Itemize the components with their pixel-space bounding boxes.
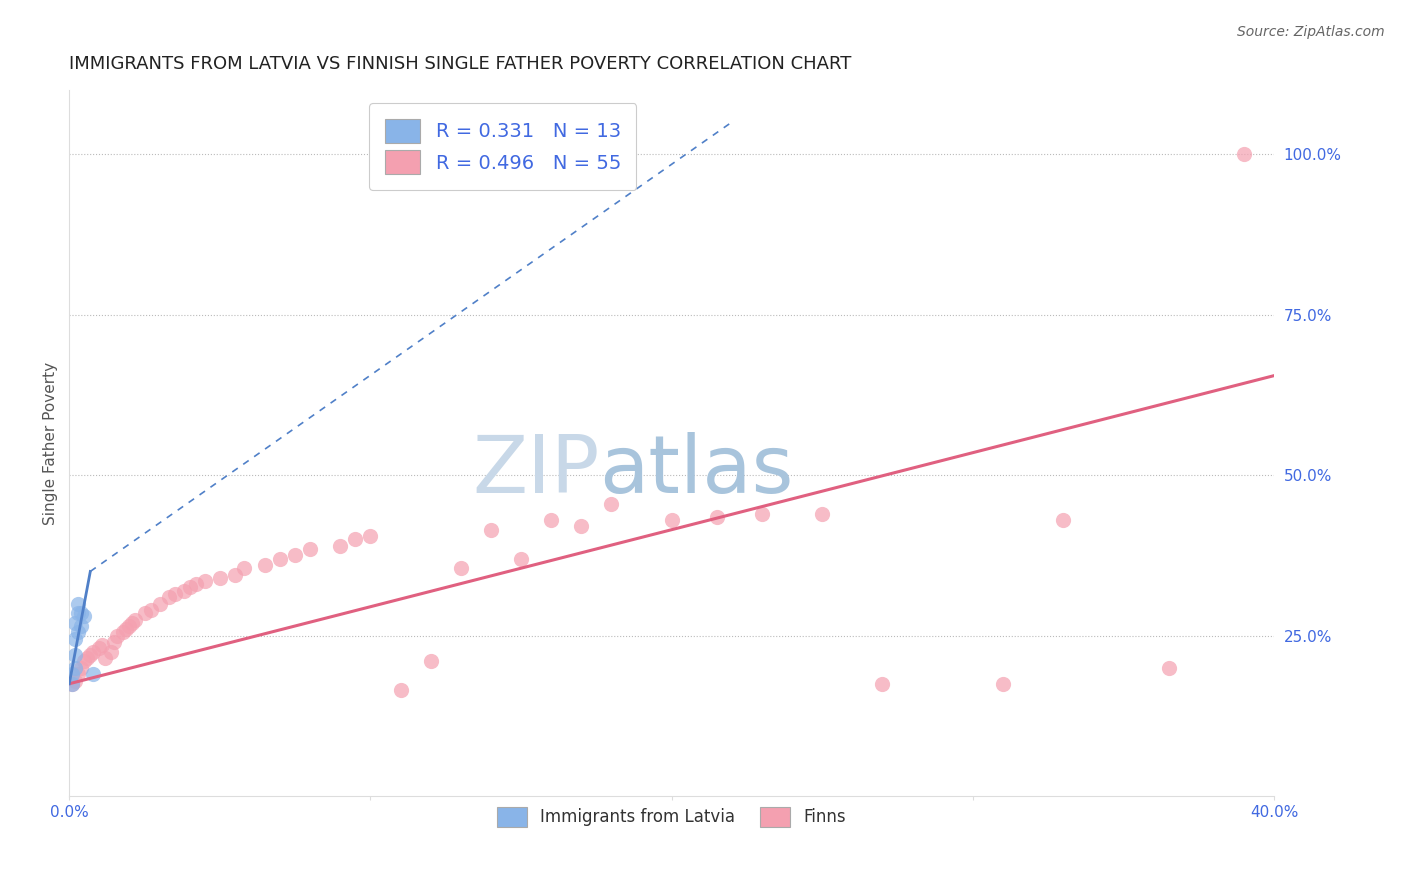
Point <box>479 523 502 537</box>
Point <box>1157 661 1180 675</box>
Text: IMMIGRANTS FROM LATVIA VS FINNISH SINGLE FATHER POVERTY CORRELATION CHART: IMMIGRANTS FROM LATVIA VS FINNISH SINGLE… <box>69 55 852 73</box>
Point <box>94 651 117 665</box>
Point <box>70 661 93 675</box>
Point <box>224 567 246 582</box>
Y-axis label: Single Father Poverty: Single Father Poverty <box>44 361 58 524</box>
Point <box>73 609 96 624</box>
Point <box>89 641 111 656</box>
Point <box>67 597 90 611</box>
Point <box>139 603 162 617</box>
Point <box>118 619 141 633</box>
Point <box>344 533 367 547</box>
Point <box>540 513 562 527</box>
Point <box>510 551 533 566</box>
Point <box>232 561 254 575</box>
Point <box>661 513 683 527</box>
Point <box>751 507 773 521</box>
Point <box>179 581 201 595</box>
Point <box>70 606 93 620</box>
Point <box>60 667 83 681</box>
Point <box>65 661 87 675</box>
Point <box>359 529 381 543</box>
Point <box>82 667 104 681</box>
Point <box>124 613 146 627</box>
Point <box>706 509 728 524</box>
Point <box>67 667 90 681</box>
Point <box>67 625 90 640</box>
Legend: Immigrants from Latvia, Finns: Immigrants from Latvia, Finns <box>491 800 853 834</box>
Text: Source: ZipAtlas.com: Source: ZipAtlas.com <box>1237 25 1385 39</box>
Point <box>569 519 592 533</box>
Point <box>1052 513 1074 527</box>
Point <box>299 541 322 556</box>
Point <box>121 615 143 630</box>
Point <box>284 549 307 563</box>
Point <box>65 632 87 646</box>
Point <box>208 571 231 585</box>
Point <box>65 673 87 688</box>
Text: ZIP: ZIP <box>472 433 599 510</box>
Point <box>194 574 217 588</box>
Point <box>419 654 441 668</box>
Point <box>253 558 276 572</box>
Point <box>329 539 352 553</box>
Point <box>184 577 207 591</box>
Point <box>991 677 1014 691</box>
Point <box>157 590 180 604</box>
Point <box>67 606 90 620</box>
Point <box>65 648 87 662</box>
Point <box>76 651 98 665</box>
Point <box>134 606 156 620</box>
Point <box>173 583 195 598</box>
Point <box>811 507 834 521</box>
Point <box>60 677 83 691</box>
Point <box>107 629 129 643</box>
Point <box>149 597 172 611</box>
Point <box>60 677 83 691</box>
Point <box>73 654 96 668</box>
Point <box>389 683 412 698</box>
Point <box>82 645 104 659</box>
Point <box>872 677 894 691</box>
Point <box>450 561 472 575</box>
Point <box>91 638 114 652</box>
Point <box>600 497 623 511</box>
Point <box>112 625 135 640</box>
Point <box>79 648 101 662</box>
Point <box>65 615 87 630</box>
Point <box>103 635 125 649</box>
Point <box>269 551 291 566</box>
Point <box>70 619 93 633</box>
Text: atlas: atlas <box>599 433 794 510</box>
Point <box>100 645 122 659</box>
Point <box>115 622 138 636</box>
Point <box>163 587 186 601</box>
Point <box>1233 147 1256 161</box>
